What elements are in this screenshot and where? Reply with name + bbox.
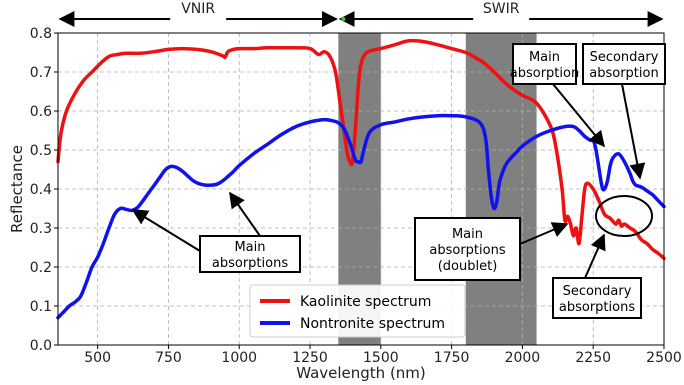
annotation-box-4 xyxy=(552,277,642,319)
annotation-arrow-2-0 xyxy=(552,83,606,148)
region-label-1: SWIR xyxy=(483,1,520,17)
y-tick-label-8: 0.8 xyxy=(30,26,52,42)
y-tick-label-5: 0.5 xyxy=(30,143,52,159)
annotation-text-4-0: Secondary xyxy=(563,284,632,299)
x-tick-label-6: 2000 xyxy=(505,350,541,366)
annotation-text-4-1: absorptions xyxy=(559,300,635,315)
annotations: MainabsorptionsMainabsorptions(doublet)M… xyxy=(131,43,666,319)
annotation-arrow-3-0 xyxy=(621,83,646,180)
secondary-absorptions-ellipse xyxy=(595,195,653,237)
annotation-text-2-0: Main xyxy=(529,50,560,65)
annotation-box-1 xyxy=(414,217,521,281)
legend: Kaolinite spectrum Nontronite spectrum xyxy=(249,284,466,338)
axis-ticks: 500 750 1000 1250 1500 1750 2000 2250 2500 0.0 0.1… xyxy=(30,26,682,366)
x-tick-label-5: 1750 xyxy=(434,350,470,366)
annotation-box-0 xyxy=(199,235,301,273)
y-axis-title: Reflectance xyxy=(8,145,26,233)
annotation-arrow-0-1 xyxy=(229,191,261,237)
annotation-text-1-1: absorptions xyxy=(429,243,505,258)
annotation-text-0-1: absorptions xyxy=(212,256,288,271)
x-tick-label-0: 500 xyxy=(84,350,111,366)
annotation-text-0-0: Main xyxy=(234,240,265,255)
legend-box xyxy=(249,284,466,338)
x-tick-label-1: 750 xyxy=(155,350,182,366)
annotation-box-2 xyxy=(512,43,577,85)
y-tick-label-4: 0.4 xyxy=(30,182,52,198)
region-label-bg-1 xyxy=(473,7,530,29)
legend-label-nontronite: Nontronite spectrum xyxy=(300,316,445,332)
region-divider-dot xyxy=(341,17,346,21)
annotation-text-3-0: Secondary xyxy=(590,50,659,65)
y-tick-label-2: 0.2 xyxy=(30,260,52,276)
y-tick-label-1: 0.1 xyxy=(30,299,52,315)
spectral-regions: VNIR SWIR xyxy=(58,1,664,29)
annotation-text-3-1: absorption xyxy=(589,66,658,81)
x-tick-label-3: 1250 xyxy=(292,350,328,366)
annotation-box-3 xyxy=(582,43,666,85)
x-tick-label-7: 2250 xyxy=(575,350,611,366)
series-line-1 xyxy=(56,113,666,320)
y-tick-label-6: 0.6 xyxy=(30,104,52,120)
x-tick-label-4: 1500 xyxy=(363,350,399,366)
annotation-arrow-1-0 xyxy=(519,222,569,245)
annotation-text-2-1: absorption xyxy=(510,66,579,81)
x-tick-label-8: 2500 xyxy=(646,350,682,366)
series-line-0 xyxy=(56,38,666,261)
region-label-bg-0 xyxy=(170,7,227,29)
region-label-0: VNIR xyxy=(181,1,215,17)
y-tick-label-7: 0.7 xyxy=(30,65,52,81)
series-lines xyxy=(56,38,666,320)
annotation-text-1-0: Main xyxy=(452,227,483,242)
y-tick-label-0: 0.0 xyxy=(30,338,52,354)
x-tick-label-2: 1000 xyxy=(221,350,257,366)
annotation-text-1-2: (doublet) xyxy=(438,259,498,274)
x-axis-title: Wavelength (nm) xyxy=(296,364,426,382)
annotation-arrow-4-0 xyxy=(584,233,606,279)
annotation-arrow-0-0 xyxy=(131,209,201,252)
legend-label-kaolinite: Kaolinite spectrum xyxy=(300,294,431,310)
y-tick-label-3: 0.3 xyxy=(30,221,52,237)
